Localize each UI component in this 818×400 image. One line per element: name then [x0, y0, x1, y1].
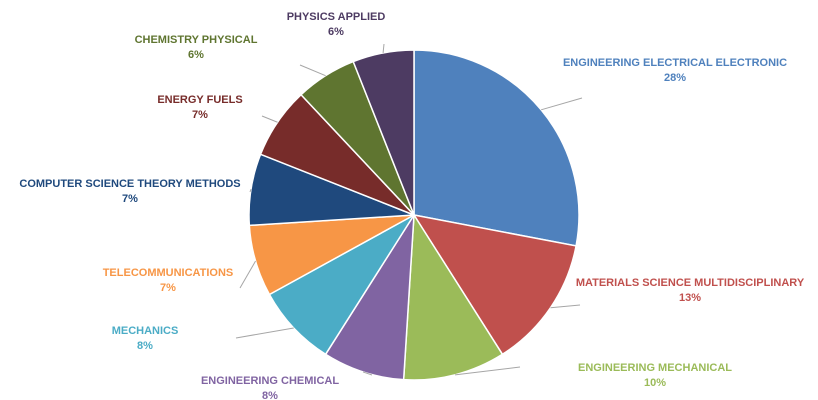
leader-line-physics-applied: [382, 43, 385, 53]
slice-label-engineering-electrical-electronic: ENGINEERING ELECTRICAL ELECTRONIC: [563, 57, 787, 69]
slice-percent-chemistry-physical: 6%: [188, 49, 204, 61]
slice-percent-materials-science-multidisciplinary: 13%: [679, 292, 701, 304]
leader-line-telecommunications: [239, 260, 256, 289]
slice-percent-telecommunications: 7%: [160, 282, 176, 294]
slice-percent-engineering-chemical: 8%: [262, 390, 278, 400]
slice-label-materials-science-multidisciplinary: MATERIALS SCIENCE MULTIDISCIPLINARY: [576, 277, 805, 289]
leader-line-engineering-chemical: [362, 371, 373, 376]
slice-label-engineering-mechanical: ENGINEERING MECHANICAL: [578, 362, 732, 374]
leader-line-engineering-electrical-electronic: [540, 97, 583, 111]
slice-label-mechanics: MECHANICS: [112, 325, 179, 337]
leader-line-chemistry-physical: [299, 64, 326, 77]
slice-label-physics-applied: PHYSICS APPLIED: [287, 11, 386, 23]
slice-labels: ENGINEERING ELECTRICAL ELECTRONIC 28% MATE…: [19, 11, 804, 400]
leader-line-mechanics: [235, 327, 294, 339]
leader-line-energy-fuels: [261, 115, 278, 123]
slice-label-telecommunications: TELECOMMUNICATIONS: [103, 267, 234, 279]
slice-percent-engineering-mechanical: 10%: [644, 377, 666, 389]
leader-line-computer-science-theory-methods: [249, 189, 252, 193]
pie-slices: [248, 49, 580, 381]
slice-percent-energy-fuels: 7%: [192, 109, 208, 121]
pie-slice-engineering-electrical-electronic: [413, 49, 580, 247]
pie-slice-physics-applied: [352, 49, 415, 216]
leader-line-engineering-mechanical: [454, 366, 521, 376]
leader-lines: [235, 43, 583, 376]
slice-percent-engineering-electrical-electronic: 28%: [664, 72, 686, 84]
slice-percent-mechanics: 8%: [137, 340, 153, 352]
slice-label-engineering-chemical: ENGINEERING CHEMICAL: [201, 375, 339, 387]
pie-slice-materials-science-multidisciplinary: [412, 213, 577, 356]
slice-percent-physics-applied: 6%: [328, 26, 344, 38]
leader-line-materials-science-multidisciplinary: [550, 304, 581, 309]
slice-label-chemistry-physical: CHEMISTRY PHYSICAL: [135, 34, 258, 46]
slice-percent-computer-science-theory-methods: 7%: [122, 193, 138, 205]
slice-label-energy-fuels: ENERGY FUELS: [157, 94, 242, 106]
slice-label-computer-science-theory-methods: COMPUTER SCIENCE THEORY METHODS: [19, 178, 240, 190]
